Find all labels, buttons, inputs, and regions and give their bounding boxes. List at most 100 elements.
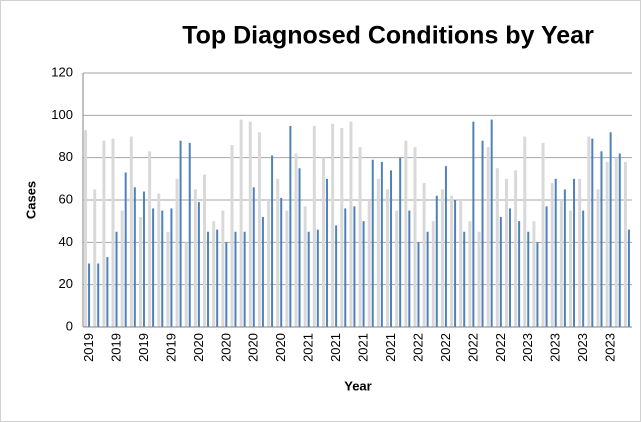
bar (569, 210, 573, 327)
bar (559, 200, 563, 327)
bar (444, 166, 447, 327)
bar (106, 257, 109, 327)
bar (239, 119, 243, 327)
bar (129, 136, 133, 327)
bar (179, 140, 182, 327)
y-tick-label: 80 (59, 149, 73, 164)
bar (97, 263, 100, 327)
bar (573, 178, 576, 327)
bar (545, 206, 548, 327)
bar (102, 140, 106, 327)
bar (550, 183, 554, 327)
bar (468, 221, 472, 327)
x-axis-label: Year (344, 378, 371, 393)
bar (362, 221, 365, 327)
bar (325, 178, 328, 327)
bar (376, 178, 380, 327)
x-tick-label: 2020 (191, 333, 206, 362)
bar (395, 210, 399, 327)
y-tick-label: 100 (51, 107, 73, 122)
bar (261, 216, 264, 327)
x-tick-label: 2023 (575, 333, 590, 362)
bar (353, 206, 356, 327)
bar (435, 195, 438, 327)
x-tick-label: 2022 (410, 333, 425, 362)
bar (271, 155, 274, 327)
bar (481, 140, 484, 327)
bar (243, 231, 246, 327)
y-tick-label: 20 (59, 276, 73, 291)
x-tick-label: 2019 (81, 333, 96, 362)
bar (371, 159, 374, 327)
bar (157, 193, 161, 327)
x-tick-label: 2023 (603, 333, 618, 362)
bar (152, 208, 155, 327)
bar (532, 221, 536, 327)
bar (358, 147, 362, 327)
bar (248, 121, 252, 327)
bar (486, 147, 490, 327)
bar (312, 125, 316, 328)
bar (605, 161, 609, 327)
bar (207, 231, 210, 327)
bar (88, 263, 91, 327)
bar (440, 189, 444, 327)
bar (454, 200, 457, 327)
bar (495, 168, 499, 327)
bar (161, 210, 164, 327)
bar (504, 178, 508, 327)
bar (408, 210, 411, 327)
bar (289, 125, 292, 328)
bar (563, 189, 566, 327)
bar (450, 195, 454, 327)
bar (587, 136, 591, 327)
x-tick-label: 2022 (438, 333, 453, 362)
bar (527, 231, 530, 327)
bar (404, 140, 408, 327)
x-tick-label: 2021 (301, 333, 316, 362)
bar (591, 138, 594, 327)
bar (303, 206, 307, 327)
bar (298, 168, 301, 327)
bar (541, 142, 545, 327)
y-tick-label: 60 (59, 191, 73, 206)
bar (399, 157, 402, 327)
bar (221, 210, 225, 327)
bar (518, 221, 521, 327)
bar (142, 191, 145, 327)
bar (340, 128, 344, 327)
bar (193, 189, 197, 327)
x-tick-label: 2019 (163, 333, 178, 362)
bar (166, 231, 170, 327)
bar (523, 136, 527, 327)
bar (203, 174, 207, 327)
bar (252, 187, 255, 327)
bar (335, 225, 338, 327)
bar (316, 229, 319, 327)
chart-title: Top Diagnosed Conditions by Year (182, 22, 594, 50)
bar (380, 161, 383, 327)
bar (280, 197, 283, 327)
bar (536, 242, 539, 327)
bar (93, 189, 97, 327)
bar (614, 157, 618, 327)
x-tick-label: 2023 (548, 333, 563, 362)
bar (459, 200, 463, 327)
bar (321, 157, 325, 327)
bar (212, 221, 216, 327)
bar (197, 202, 200, 327)
bar (307, 231, 310, 327)
bar (367, 200, 371, 327)
bar (618, 153, 621, 327)
bar (386, 189, 390, 327)
bar (216, 229, 219, 327)
y-tick-label: 120 (51, 64, 73, 79)
bar (514, 170, 518, 327)
bar (294, 153, 298, 327)
bar (115, 231, 118, 327)
bar (111, 138, 115, 327)
y-tick-label: 40 (59, 234, 73, 249)
